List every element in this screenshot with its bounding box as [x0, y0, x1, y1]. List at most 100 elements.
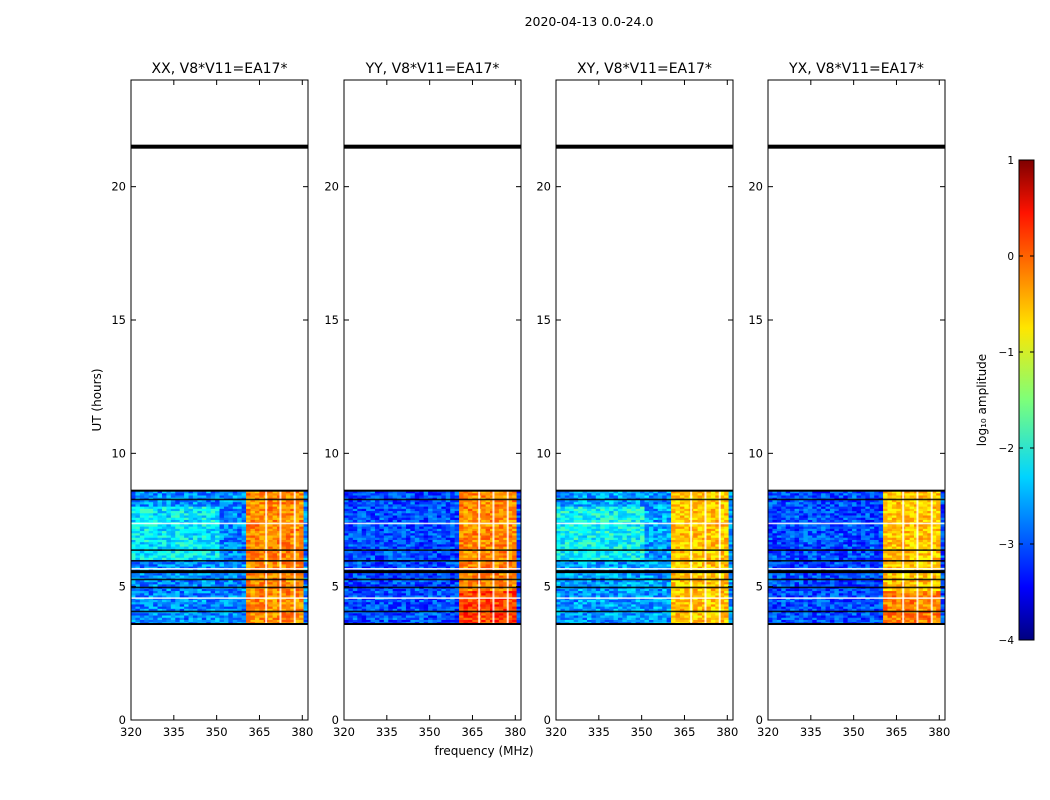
spectrogram-cell [281, 615, 287, 618]
spectrogram-cell [383, 599, 389, 603]
spectrogram-cell [467, 601, 473, 605]
spectrogram-cell [366, 561, 371, 565]
spectrogram-cell [246, 590, 251, 594]
spectrogram-cell [197, 555, 203, 558]
spectrogram-cell [463, 564, 469, 567]
spectrogram-cell [179, 530, 185, 534]
spectrogram-cell [246, 606, 251, 609]
spectrogram-cell [192, 539, 198, 543]
spectrogram-cell [494, 615, 500, 618]
spectrogram-cell [463, 619, 469, 623]
spectrogram-cell [246, 615, 251, 618]
spectrogram-cell [379, 577, 385, 580]
spectrogram-cell [370, 537, 376, 540]
spectrogram-cell [250, 537, 256, 540]
spectrogram-cell [223, 579, 229, 583]
spectrogram-cell [485, 588, 491, 592]
spectrogram-cell [397, 492, 402, 496]
spectrogram-cell [268, 588, 274, 592]
spectrogram-cell [352, 588, 358, 592]
spectrogram-cell [494, 604, 500, 607]
spectrogram-cell [303, 515, 309, 518]
spectrogram-cell [436, 517, 442, 520]
spectrogram-cell [481, 608, 487, 612]
spectrogram-cell [228, 584, 234, 587]
spectrogram-cell [467, 568, 473, 572]
spectrogram-cell [237, 508, 243, 512]
spectrogram-cell [285, 519, 291, 523]
spectrogram-cell [512, 592, 517, 596]
spectrogram-cell [237, 577, 243, 580]
spectrogram-cell [450, 524, 456, 527]
spectrogram-cell [215, 526, 220, 529]
spectrogram-cell [175, 557, 181, 560]
spectrogram-cell [379, 606, 385, 609]
spectrogram-cell [432, 599, 438, 603]
spectrogram-cell [237, 561, 243, 565]
spectrogram-cell [166, 539, 172, 543]
spectrogram-cell [246, 519, 251, 523]
spectrogram-cell [352, 517, 358, 520]
spectrogram-cell [352, 599, 358, 603]
spectrogram-cell [361, 572, 367, 576]
spectrogram-cell [272, 519, 278, 523]
spectrogram-cell [170, 619, 176, 623]
spectrogram-cell [277, 599, 282, 603]
spectrogram-cell [370, 517, 376, 520]
spectrogram-cell [410, 544, 416, 547]
spectrogram-cell [153, 568, 158, 572]
spectrogram-cell [370, 524, 376, 527]
spectrogram-cell [135, 561, 141, 565]
spectrogram-cell [405, 512, 411, 516]
spectrogram-cell [153, 612, 158, 616]
spectrogram-cell [357, 619, 363, 623]
spectrogram-cell [303, 495, 309, 498]
spectrogram-cell [454, 619, 460, 623]
spectrogram-cell [388, 557, 394, 560]
spectrogram-cell [609, 619, 614, 623]
spectrogram-cell [206, 595, 212, 598]
spectrogram-cell [219, 581, 225, 585]
spectrogram-cell [498, 604, 504, 607]
spectrogram-cell [374, 608, 380, 612]
spectrogram-cell [441, 497, 447, 500]
spectrogram-cell [157, 532, 163, 536]
spectrogram-cell [232, 528, 238, 532]
y-tick-label: 15 [324, 313, 339, 327]
spectrogram-cell [410, 601, 416, 605]
spectrogram-cell [294, 588, 300, 592]
spectrogram-cell [299, 544, 304, 547]
spectrogram-cell [564, 619, 570, 623]
spectrogram-cell [388, 584, 394, 587]
spectrogram-cell [131, 528, 136, 532]
spectrogram-cell [419, 564, 425, 567]
spectrogram-cell [379, 561, 385, 565]
spectrogram-cell [188, 584, 194, 587]
spectrogram-cell [277, 584, 282, 587]
spectrogram-cell [481, 492, 487, 496]
spectrogram-cell [166, 499, 172, 503]
spectrogram-cell [516, 512, 522, 516]
spectrogram-cell [272, 528, 278, 532]
spectrogram-cell [237, 617, 243, 620]
spectrogram-cell [303, 517, 309, 520]
spectrogram-cell [383, 601, 389, 605]
spectrogram-cell [432, 575, 438, 578]
spectrogram-cell [348, 577, 354, 580]
spectrogram-cell [161, 532, 167, 536]
spectrogram-cell [299, 615, 304, 618]
spectrogram-cell [201, 508, 207, 512]
spectrogram-cell [401, 584, 407, 587]
spectrogram-cell [268, 530, 274, 534]
spectrogram-cell [388, 504, 394, 507]
spectrogram-cell [374, 537, 380, 540]
spectrogram-cell [184, 541, 189, 545]
spectrogram-cell [423, 541, 429, 545]
spectrogram-cell [268, 604, 274, 607]
spectrogram-cell [419, 506, 425, 509]
spectrogram-cell [294, 512, 300, 516]
spectrogram-cell [206, 539, 212, 543]
spectrogram-cell [481, 541, 487, 545]
spectrogram-cell [423, 517, 429, 520]
spectrogram-cell [405, 584, 411, 587]
